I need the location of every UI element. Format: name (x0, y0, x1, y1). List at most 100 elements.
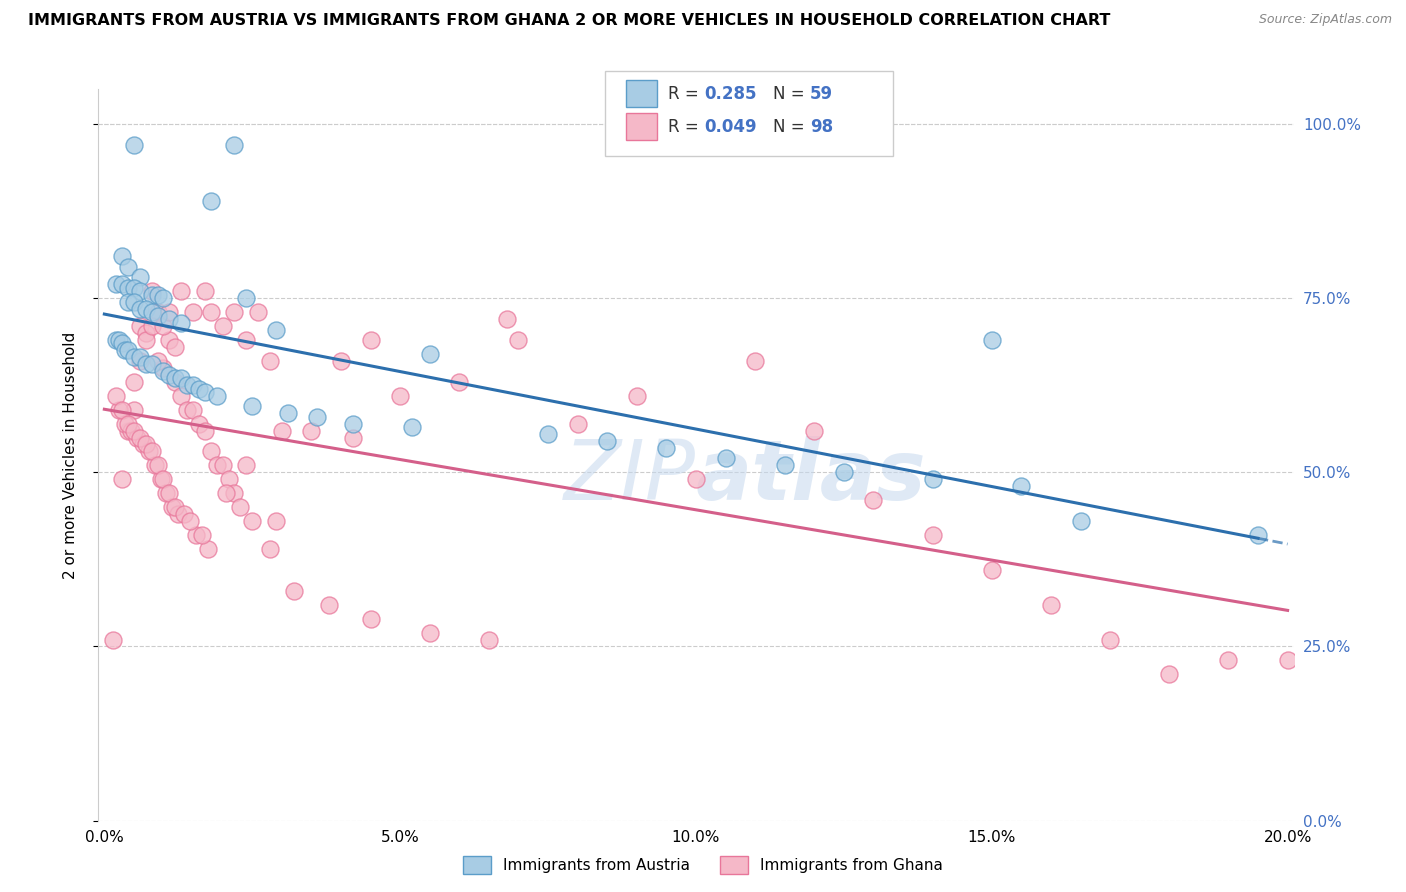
Point (224, 137, 246, 152)
Point (117, 417, 139, 431)
Point (389, 389, 412, 403)
Point (330, 354, 353, 368)
Point (165, 340, 187, 354)
Point (141, 319, 163, 334)
Point (259, 541, 281, 556)
Point (162, 500, 184, 515)
Legend: Immigrants from Austria, Immigrants from Ghana: Immigrants from Austria, Immigrants from… (457, 850, 949, 880)
Point (152, 360, 174, 375)
Point (803, 424, 825, 438)
Point (105, 277, 128, 292)
Point (135, 301, 157, 316)
Point (135, 437, 157, 451)
Point (122, 351, 145, 365)
Point (181, 402, 204, 417)
Point (342, 417, 364, 431)
Point (105, 333, 128, 347)
Point (1159, 667, 1181, 681)
Point (1010, 479, 1032, 493)
Point (165, 371, 187, 385)
Point (224, 486, 246, 500)
Text: N =: N = (773, 85, 810, 103)
Text: R =: R = (668, 85, 704, 103)
Point (165, 375, 187, 389)
Text: 59: 59 (810, 85, 832, 103)
Point (188, 417, 211, 431)
Point (200, 194, 222, 208)
Point (214, 486, 236, 500)
Point (181, 378, 204, 392)
Point (360, 333, 382, 347)
Point (218, 472, 240, 486)
Point (157, 312, 180, 326)
Point (360, 612, 382, 626)
Point (103, 632, 125, 647)
Point (449, 375, 471, 389)
Point (165, 500, 187, 515)
Point (143, 458, 166, 473)
Point (235, 458, 257, 473)
Point (832, 466, 855, 480)
Point (128, 284, 150, 298)
Point (128, 351, 150, 365)
Point (122, 375, 145, 389)
Point (655, 441, 678, 455)
Point (921, 528, 943, 542)
Text: ZIP: ZIP (564, 436, 696, 517)
Point (205, 389, 228, 403)
Point (283, 583, 305, 598)
Text: R =: R = (668, 118, 704, 136)
Point (146, 305, 169, 319)
Point (179, 514, 201, 528)
Text: IMMIGRANTS FROM AUSTRIA VS IMMIGRANTS FROM GHANA 2 OR MORE VEHICLES IN HOUSEHOLD: IMMIGRANTS FROM AUSTRIA VS IMMIGRANTS FR… (28, 13, 1111, 29)
Point (247, 305, 270, 319)
Point (205, 458, 228, 473)
Point (170, 284, 193, 298)
Point (495, 312, 517, 326)
Point (111, 472, 134, 486)
Point (135, 326, 157, 340)
Point (1247, 528, 1270, 542)
Point (157, 368, 180, 382)
Point (596, 434, 619, 448)
Point (224, 305, 246, 319)
Point (114, 343, 136, 358)
Point (152, 319, 174, 334)
Point (478, 632, 501, 647)
Point (211, 319, 233, 334)
Point (176, 402, 198, 417)
Point (132, 437, 155, 451)
Point (1070, 514, 1092, 528)
Text: 0.049: 0.049 (704, 118, 756, 136)
Point (141, 357, 163, 371)
Point (157, 486, 180, 500)
Point (141, 305, 163, 319)
Point (980, 563, 1002, 577)
Point (155, 486, 177, 500)
Point (157, 333, 180, 347)
Point (211, 458, 233, 473)
Point (194, 385, 217, 400)
Point (862, 493, 884, 508)
Point (157, 305, 180, 319)
Point (173, 507, 195, 521)
Point (117, 281, 139, 295)
Text: 98: 98 (810, 118, 832, 136)
Point (714, 451, 737, 466)
Text: 0.285: 0.285 (704, 85, 756, 103)
Point (114, 417, 136, 431)
Point (152, 472, 174, 486)
Point (128, 301, 150, 316)
Text: Source: ZipAtlas.com: Source: ZipAtlas.com (1258, 13, 1392, 27)
Point (128, 270, 150, 285)
Point (1218, 653, 1240, 667)
Point (264, 322, 287, 336)
Point (135, 357, 157, 371)
Point (1099, 632, 1122, 647)
Point (170, 316, 193, 330)
Point (626, 389, 648, 403)
Point (128, 354, 150, 368)
Point (117, 260, 139, 274)
Point (167, 507, 190, 521)
Point (117, 424, 139, 438)
